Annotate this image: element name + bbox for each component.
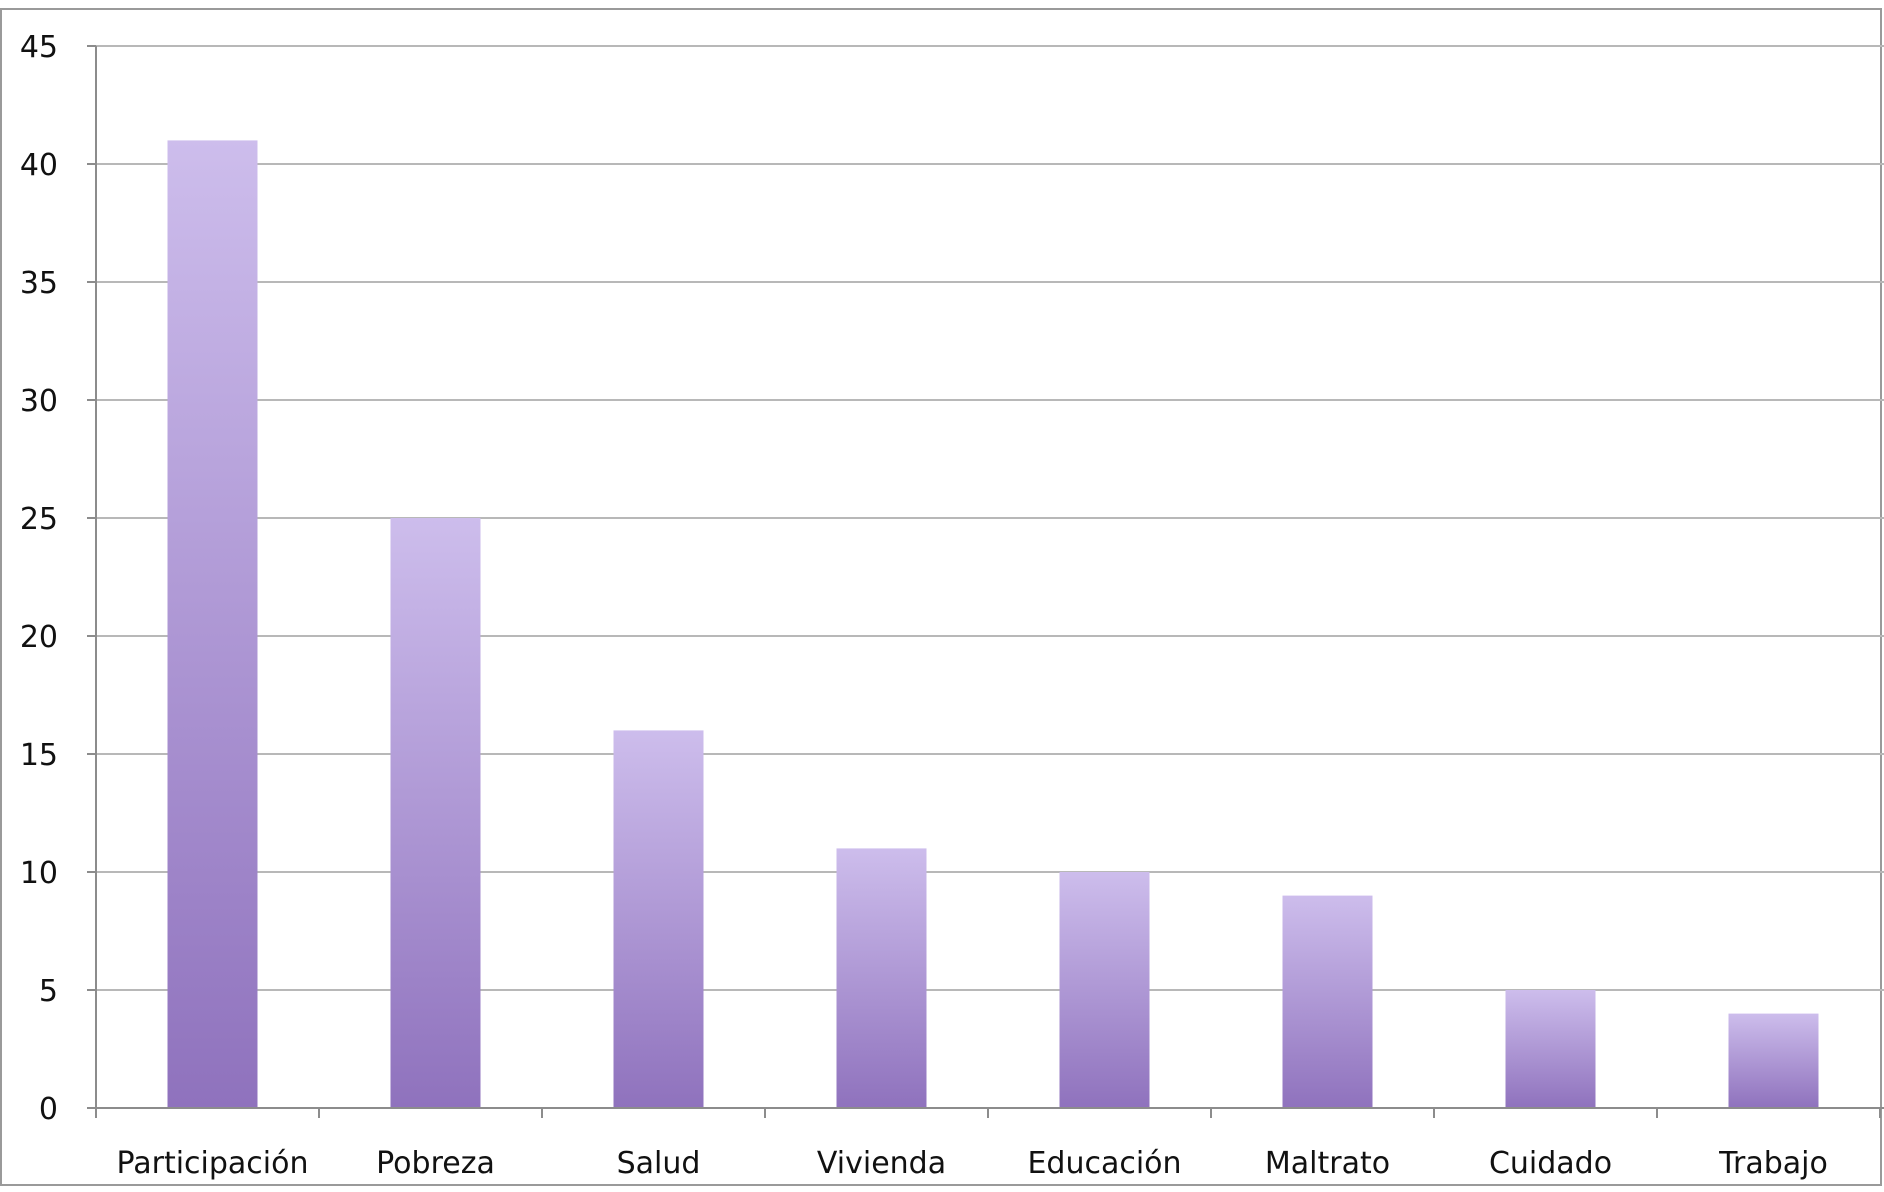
bar <box>167 140 258 1108</box>
y-tick-label: 10 <box>20 856 58 891</box>
x-tick-label: Maltrato <box>1265 1146 1390 1181</box>
bar <box>1282 895 1373 1108</box>
axes <box>87 45 1884 1118</box>
y-tick-label: 15 <box>20 738 58 773</box>
y-tick-label: 45 <box>20 30 58 65</box>
y-tick-labels: 0 5 10 15 20 25 30 35 40 45 <box>20 30 58 1127</box>
y-tick-label: 0 <box>39 1092 58 1127</box>
bar <box>1728 1013 1819 1108</box>
x-tick-label: Participación <box>116 1146 308 1181</box>
x-tick-labels: Participación Pobreza Salud Vivienda Educaci… <box>116 1146 1827 1181</box>
bar <box>390 518 481 1108</box>
bar <box>613 730 704 1108</box>
x-tick-label: Cuidado <box>1489 1146 1612 1181</box>
bars <box>167 140 1819 1108</box>
y-tick-label: 40 <box>20 148 58 183</box>
x-tick-label: Salud <box>617 1146 701 1181</box>
y-tick-label: 20 <box>20 620 58 655</box>
bar <box>836 848 927 1108</box>
y-tick-label: 30 <box>20 384 58 419</box>
y-tick-label: 5 <box>39 974 58 1009</box>
y-tick-label: 25 <box>20 502 58 537</box>
chart-frame-border <box>0 8 1882 1186</box>
y-tick-label: 35 <box>20 266 58 301</box>
bar <box>1059 872 1150 1108</box>
x-tick-label: Educación <box>1027 1146 1181 1181</box>
x-tick-label: Vivienda <box>817 1146 946 1181</box>
x-tick-label: Pobreza <box>376 1146 495 1181</box>
x-tick-label: Trabajo <box>1718 1146 1828 1181</box>
bar <box>1505 990 1596 1108</box>
